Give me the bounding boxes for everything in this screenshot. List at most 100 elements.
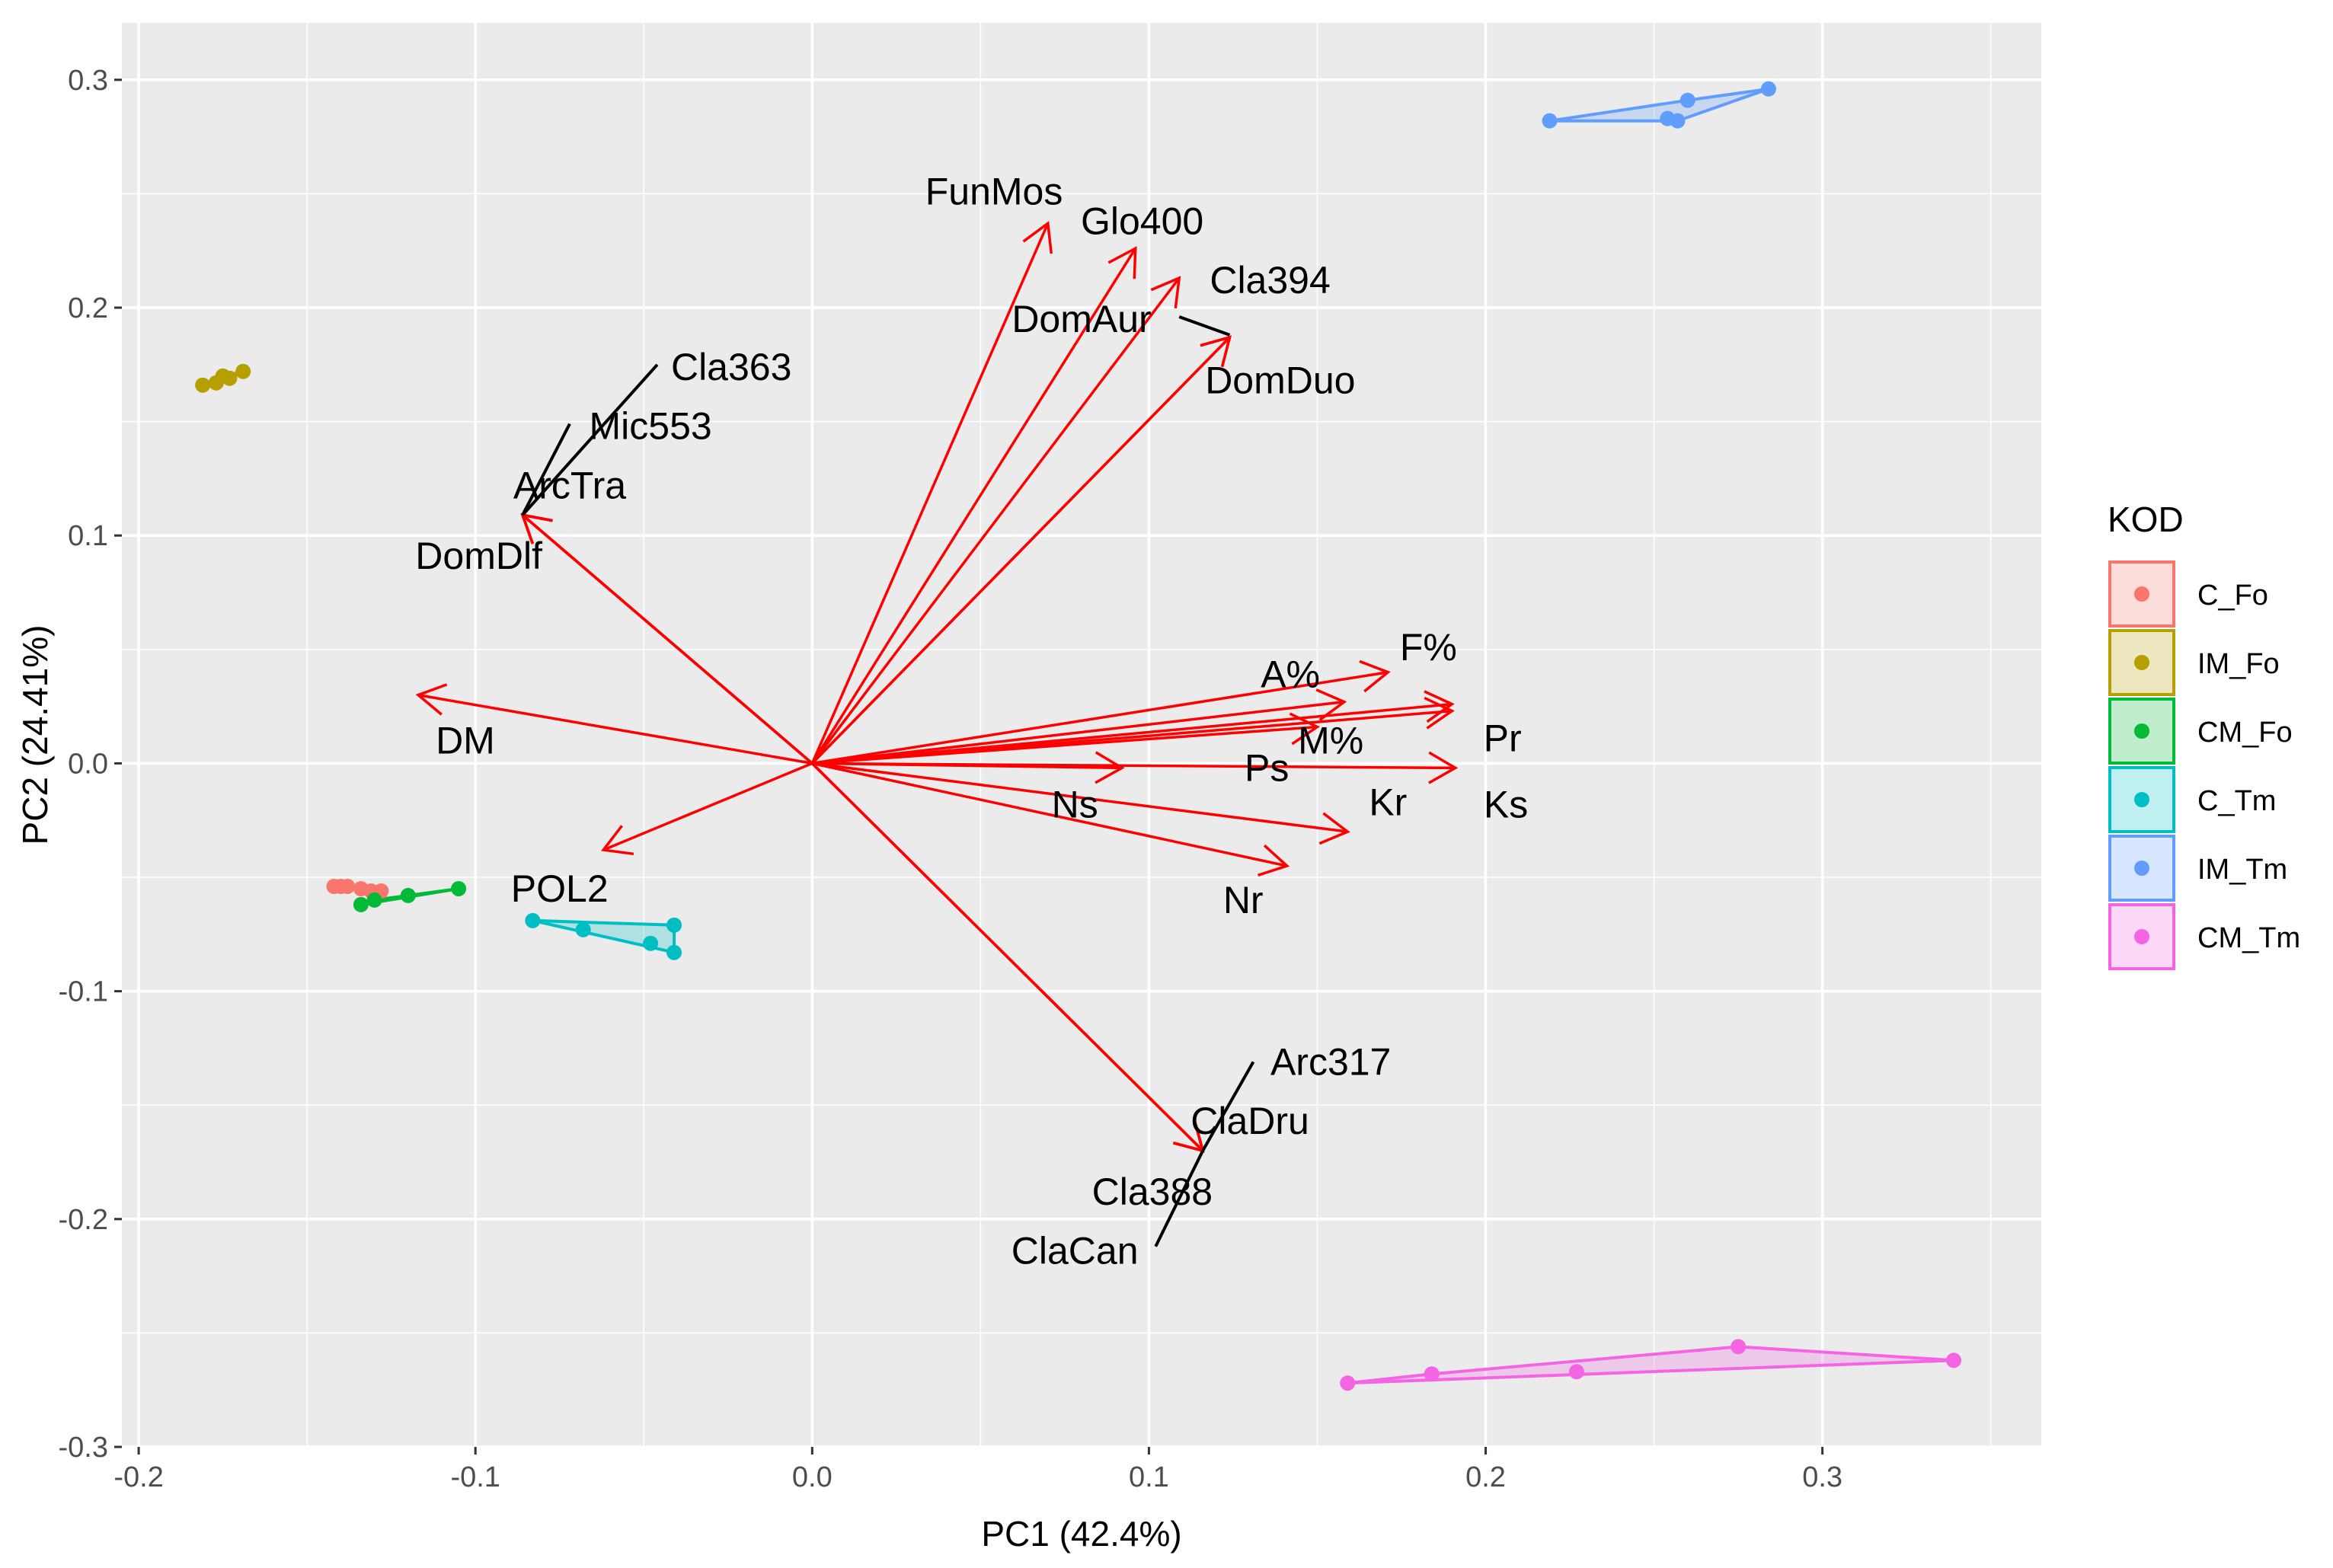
label-clacan: ClaCan	[1011, 1230, 1139, 1273]
point-cm-fo	[451, 880, 467, 896]
legend-key-im-fo	[2108, 629, 2175, 696]
leader-mic553	[521, 423, 571, 516]
label-dm: DM	[436, 719, 495, 762]
arrow-head-dm	[415, 683, 448, 716]
y-tick-label: 0.1	[68, 520, 108, 552]
label-cla363: Cla363	[671, 346, 791, 388]
arrow-cla394	[810, 277, 1181, 765]
arrow-funmos	[810, 222, 1050, 765]
arrow-clacan	[811, 762, 1204, 1152]
point-cm-fo	[353, 896, 369, 912]
legend-dot-im-fo	[2134, 655, 2149, 670]
label-domaur: DomAur	[1011, 298, 1151, 340]
x-tick-label: 0.0	[792, 1461, 833, 1493]
leader-domaur	[1178, 315, 1231, 337]
arrow-head-ks	[1428, 751, 1459, 784]
y-axis-title: PC2 (24.41%)	[15, 625, 55, 845]
point-im-tm	[1679, 92, 1695, 108]
label-domdlf: DomDlf	[415, 535, 542, 577]
label-pol2: POL2	[511, 867, 609, 910]
point-im-tm	[1542, 113, 1558, 129]
arrow-head-pr	[1424, 690, 1455, 723]
loading-arrows	[415, 221, 1459, 1153]
y-tick-label: -0.3	[59, 1432, 108, 1464]
point-cm-tm	[1568, 1364, 1584, 1380]
arrow-head-nr	[1258, 844, 1290, 877]
arrow-head-kr	[1318, 812, 1350, 845]
point-im-fo	[222, 370, 238, 386]
label-mic553: Mic553	[590, 405, 712, 448]
legend-label-im-tm: IM_Tm	[2197, 854, 2287, 886]
arrow-dm	[417, 693, 813, 765]
label-nr: Nr	[1223, 879, 1264, 921]
label-cla388: Cla388	[1092, 1170, 1213, 1213]
label-ks: Ks	[1484, 783, 1528, 826]
legend-dot-cm-fo	[2134, 723, 2149, 739]
legend-dot-cm-tm	[2134, 929, 2149, 944]
label-ns: Ns	[1052, 783, 1098, 826]
legend-dot-c-tm	[2134, 792, 2149, 807]
label-funmos: FunMos	[925, 170, 1063, 212]
arrow-glo400	[810, 247, 1137, 765]
arrow-head-a-pct	[1359, 659, 1391, 693]
arrow-f-pct	[812, 700, 1345, 765]
hull-c-tm	[531, 918, 676, 954]
point-cm-fo	[400, 887, 416, 903]
label-leader-lines	[521, 315, 1255, 1247]
point-cm-tm	[1946, 1352, 1962, 1368]
y-tick-label: 0.2	[68, 292, 108, 324]
x-tick-label: -0.2	[113, 1461, 163, 1493]
x-axis: -0.2 -0.1 0.0 0.1 0.2 0.3	[113, 1447, 1842, 1493]
arrow-domduo	[811, 336, 1231, 765]
point-c-tm	[643, 935, 659, 951]
point-c-tm	[666, 944, 682, 960]
point-c-fo	[340, 878, 356, 894]
arrow-ks	[812, 762, 1456, 770]
legend-label-im-fo: IM_Fo	[2197, 648, 2280, 680]
legend-label-c-tm: C_Tm	[2197, 785, 2276, 817]
label-m-pct: M%	[1298, 719, 1363, 762]
arrow-ps	[812, 725, 1318, 765]
point-im-fo	[235, 363, 251, 379]
point-im-tm	[1760, 81, 1776, 97]
arrow-head-cla394	[1150, 276, 1181, 309]
point-im-fo	[195, 377, 211, 393]
group-points	[195, 81, 1962, 1391]
label-ps: Ps	[1245, 746, 1289, 789]
legend: KOD C_Fo IM_Fo CM_Fo C_Tm IM_Tm CM_Tm	[2108, 500, 2300, 970]
point-c-tm	[666, 917, 682, 933]
point-im-tm	[1670, 113, 1686, 129]
legend-dot-im-tm	[2134, 861, 2149, 876]
arrow-head-ns	[1095, 751, 1125, 784]
arrow-head-ps	[1289, 712, 1320, 746]
label-domduo: DomDuo	[1205, 359, 1355, 402]
arrow-head-f-pct	[1315, 688, 1347, 721]
leader-clacan	[1154, 1150, 1204, 1247]
plot-panel	[122, 23, 2041, 1447]
label-arc317: Arc317	[1270, 1040, 1391, 1083]
leader-cla363	[521, 363, 659, 516]
y-tick-label: -0.1	[59, 976, 108, 1008]
point-cm-tm	[1424, 1366, 1440, 1382]
arrow-head-domduo	[1200, 335, 1232, 368]
label-cla394: Cla394	[1210, 259, 1330, 302]
arrow-head-glo400	[1107, 246, 1137, 279]
point-cm-tm	[1340, 1375, 1356, 1391]
x-tick-label: -0.1	[450, 1461, 500, 1493]
label-pr: Pr	[1484, 717, 1522, 759]
arrow-nr	[811, 762, 1288, 867]
point-cm-tm	[1731, 1339, 1747, 1355]
y-tick-label: 0.0	[68, 748, 108, 780]
label-cladru: ClaDru	[1190, 1100, 1309, 1142]
arrow-head-m-pct	[1424, 696, 1455, 730]
y-tick-label: 0.3	[68, 65, 108, 97]
point-c-tm	[525, 912, 541, 928]
x-tick-label: 0.3	[1802, 1461, 1842, 1493]
legend-title: KOD	[2108, 500, 2184, 539]
leader-arc317	[1201, 1061, 1255, 1152]
y-tick-label: -0.2	[59, 1204, 108, 1236]
label-arctra: ArcTra	[513, 464, 626, 506]
grid-lines	[122, 23, 2041, 1448]
